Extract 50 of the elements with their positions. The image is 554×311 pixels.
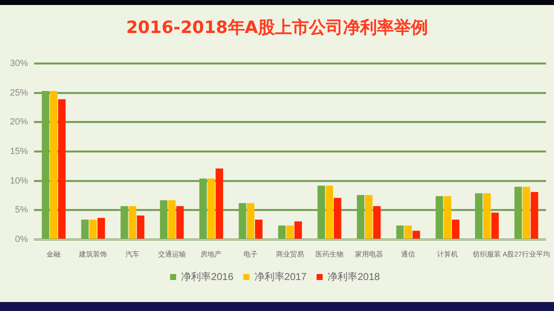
bar [199, 178, 207, 239]
bar [50, 91, 58, 239]
bar [128, 206, 136, 239]
bar [246, 203, 254, 239]
bar [514, 186, 522, 239]
bar [97, 218, 105, 239]
bar [89, 220, 97, 239]
bar [365, 194, 373, 239]
bar [42, 91, 50, 239]
bar [326, 186, 334, 239]
bar [136, 216, 144, 239]
bar [522, 186, 530, 239]
bar [530, 192, 538, 239]
y-tick-label: 5% [15, 204, 28, 215]
bar [444, 196, 452, 239]
bar [373, 206, 381, 239]
bar [334, 198, 342, 239]
bar [255, 220, 263, 239]
bar [81, 220, 89, 239]
legend-label: 净利率2018 [328, 270, 380, 283]
bar [412, 230, 420, 239]
bar [396, 226, 404, 239]
bar [168, 200, 176, 239]
bar [491, 212, 499, 239]
y-tick-label: 20% [10, 116, 28, 127]
bar [483, 193, 491, 239]
bar [356, 194, 364, 239]
legend-label: 净利率2017 [254, 270, 308, 283]
bar [318, 186, 325, 239]
chart-title: 2016-2018年A股上市公司净利率举例 [125, 17, 429, 39]
bar [120, 206, 128, 239]
y-tick-label: 0% [15, 234, 28, 244]
y-tick-label: 10% [10, 175, 28, 186]
legend-label: 净利率2016 [181, 270, 234, 283]
bar [294, 221, 302, 239]
bar [216, 168, 224, 239]
bar [58, 99, 66, 239]
y-tick-label: 30% [10, 58, 28, 68]
y-tick-label: 15% [10, 146, 28, 156]
bar [436, 196, 444, 239]
bar [176, 206, 184, 239]
y-tick-label: 25% [10, 87, 28, 98]
bar [452, 220, 460, 239]
bar [404, 226, 412, 239]
bar [207, 178, 215, 239]
bar [278, 226, 286, 239]
bar [286, 226, 294, 239]
bar [475, 193, 483, 239]
bar [160, 200, 168, 239]
bar [238, 203, 246, 239]
